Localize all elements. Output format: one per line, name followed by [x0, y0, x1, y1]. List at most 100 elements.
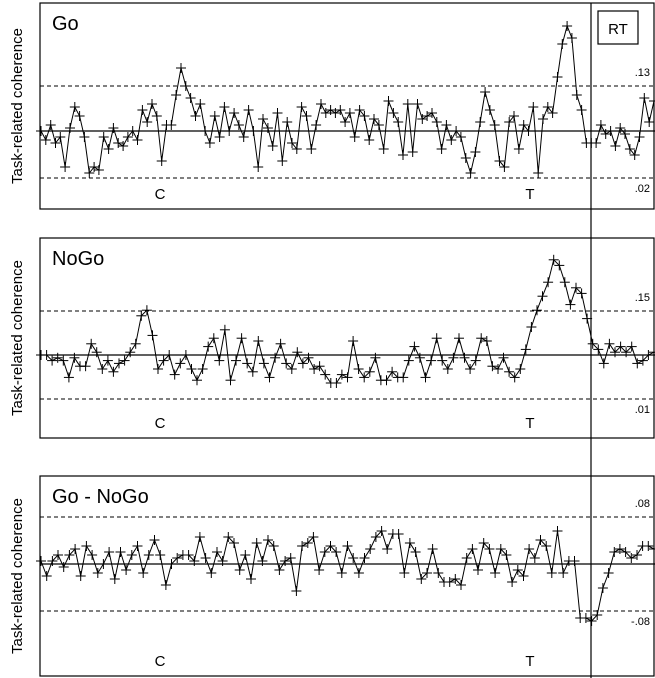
data-point [277, 156, 288, 166]
data-point [302, 538, 313, 548]
data-point [427, 544, 438, 554]
data-point [98, 559, 109, 569]
data-point [543, 277, 554, 288]
data-point [444, 577, 455, 587]
data-point [153, 364, 163, 374]
data-point [158, 355, 169, 366]
data-point [436, 144, 447, 154]
data-point [442, 364, 453, 374]
data-point [571, 282, 581, 293]
data-point [236, 333, 247, 344]
data-point [513, 144, 524, 154]
data-point [185, 93, 196, 103]
data-point [336, 369, 347, 380]
data-point [532, 305, 542, 316]
data-point [219, 324, 230, 335]
data-point [475, 117, 486, 127]
data-point [587, 338, 598, 349]
data-point [504, 117, 515, 127]
data-point [36, 556, 46, 566]
data-point [649, 347, 655, 358]
data-point [504, 366, 515, 377]
data-point [546, 568, 557, 578]
data-point [166, 559, 177, 569]
data-point [240, 550, 251, 560]
data-point [64, 550, 75, 560]
data-point [316, 99, 326, 109]
data-point [512, 565, 523, 575]
data-point [234, 565, 245, 575]
data-point [84, 168, 95, 178]
data-points [36, 526, 655, 626]
data-point [407, 147, 418, 157]
data-point [552, 72, 563, 82]
data-point [605, 126, 616, 136]
data-point [451, 126, 462, 136]
data-point [137, 105, 148, 115]
data-point [132, 541, 143, 551]
data-point [286, 364, 297, 374]
data-point [473, 565, 483, 575]
data-point [387, 366, 398, 377]
data-point [176, 63, 186, 73]
data-point [373, 120, 384, 130]
data-point [141, 305, 152, 316]
data-point [422, 568, 432, 578]
data-point [103, 144, 114, 154]
data-point [342, 541, 353, 551]
y-axis-label: Task-related coherence [9, 28, 26, 184]
data-point [200, 553, 211, 563]
data-point [301, 111, 312, 121]
data-point [359, 111, 370, 121]
data-point [349, 132, 360, 142]
coherence-line [40, 24, 655, 175]
data-point [632, 550, 642, 560]
data-point [270, 352, 281, 363]
data-point [231, 355, 241, 366]
data-point [303, 352, 314, 363]
data-point [523, 126, 534, 136]
data-point [595, 120, 606, 130]
panel-frame [39, 475, 655, 677]
data-point [393, 117, 404, 127]
data-point [142, 117, 153, 127]
data-point [597, 583, 608, 593]
data-point [336, 568, 347, 578]
data-point [319, 547, 330, 557]
data-point [296, 102, 307, 112]
data-point [353, 364, 364, 374]
data-point [507, 577, 518, 587]
data-point [629, 150, 640, 160]
data-point [494, 156, 505, 166]
data-point [292, 347, 303, 358]
data-point [212, 547, 222, 557]
data-point [562, 21, 573, 31]
data-point [109, 574, 120, 584]
data-point [229, 108, 240, 118]
data-point [311, 120, 322, 130]
marker-c: C [155, 186, 166, 203]
data-point [47, 355, 58, 366]
data-point [79, 132, 90, 142]
data-point [364, 135, 375, 145]
data-point [376, 526, 387, 536]
data-point [219, 102, 230, 112]
data-point [398, 150, 408, 160]
data-point [314, 361, 325, 372]
data-point [200, 126, 211, 136]
panel-title: NoGo [52, 248, 104, 270]
data-point [465, 168, 476, 178]
data-point [431, 333, 442, 344]
data-point [114, 358, 124, 369]
data-point [36, 126, 46, 136]
data-point [63, 372, 74, 383]
data-point [388, 108, 399, 118]
data-point [493, 364, 503, 374]
data-point [542, 102, 553, 112]
data-point [614, 544, 625, 554]
data-point [155, 550, 166, 560]
data-point [533, 168, 544, 178]
lower-threshold-label: .01 [635, 404, 650, 416]
data-point [604, 338, 615, 349]
y-axis-label: Task-related coherence [9, 260, 26, 416]
